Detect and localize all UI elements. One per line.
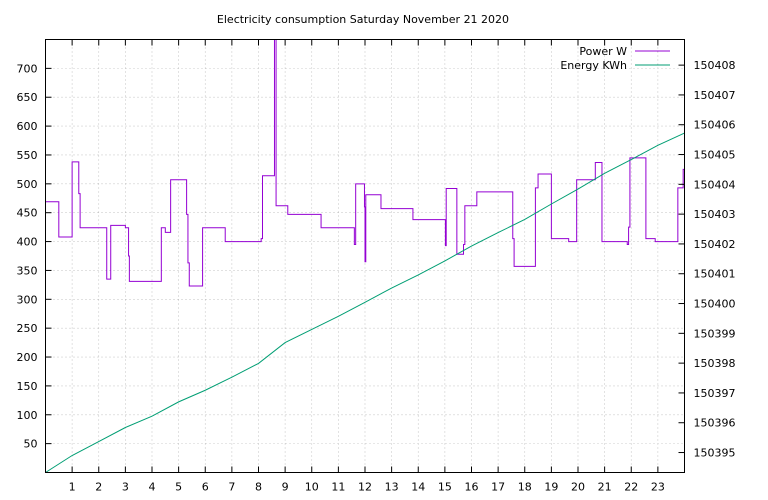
x-tick-label: 21 bbox=[598, 481, 612, 494]
x-tick-label: 19 bbox=[544, 481, 558, 494]
y-tick-label: 250 bbox=[17, 322, 38, 335]
y-tick-label: 150 bbox=[17, 380, 38, 393]
x-tick-label: 23 bbox=[651, 481, 665, 494]
y2-tick-label: 150396 bbox=[694, 417, 736, 430]
x-tick-label: 9 bbox=[282, 481, 289, 494]
y-tick-label: 650 bbox=[17, 91, 38, 104]
y2-tick-label: 150401 bbox=[694, 268, 736, 281]
x-tick-label: 22 bbox=[624, 481, 638, 494]
y-tick-label: 400 bbox=[17, 236, 38, 249]
x-tick-label: 5 bbox=[175, 481, 182, 494]
y-tick-label: 600 bbox=[17, 120, 38, 133]
power-w-series-line bbox=[45, 39, 685, 287]
energy-kwh-series-line bbox=[45, 132, 685, 473]
x-tick-label: 8 bbox=[255, 481, 262, 494]
y2-tick-label: 150407 bbox=[694, 89, 736, 102]
x-tick-label: 10 bbox=[305, 481, 319, 494]
x-tick-label: 7 bbox=[228, 481, 235, 494]
x-tick-label: 4 bbox=[149, 481, 156, 494]
grid bbox=[45, 39, 685, 473]
x-tick-label: 1 bbox=[69, 481, 76, 494]
x-tick-label: 18 bbox=[518, 481, 532, 494]
y2-tick-label: 150397 bbox=[694, 387, 736, 400]
x-tick-label: 14 bbox=[411, 481, 425, 494]
y2-tick-label: 150408 bbox=[694, 59, 736, 72]
x-tick-label: 16 bbox=[465, 481, 479, 494]
y-tick-label: 450 bbox=[17, 207, 38, 220]
x-tick-label: 20 bbox=[571, 481, 585, 494]
y-tick-label: 700 bbox=[17, 62, 38, 75]
y-tick-label: 50 bbox=[24, 438, 38, 451]
legend-label: Power W bbox=[579, 45, 627, 58]
y-tick-label: 100 bbox=[17, 409, 38, 422]
y-tick-label: 550 bbox=[17, 149, 38, 162]
x-tick-label: 6 bbox=[202, 481, 209, 494]
x-tick-label: 11 bbox=[331, 481, 345, 494]
y2-tick-label: 150398 bbox=[694, 357, 736, 370]
x-tick-label: 12 bbox=[358, 481, 372, 494]
y2-tick-label: 150399 bbox=[694, 327, 736, 340]
y2-tick-label: 150404 bbox=[694, 178, 736, 191]
x-tick-label: 3 bbox=[122, 481, 129, 494]
x-tick-label: 2 bbox=[95, 481, 102, 494]
chart-title: Electricity consumption Saturday Novembe… bbox=[217, 13, 509, 26]
y2-tick-label: 150403 bbox=[694, 208, 736, 221]
y2-tick-label: 150395 bbox=[694, 447, 736, 460]
y-tick-label: 350 bbox=[17, 264, 38, 277]
x-tick-label: 17 bbox=[491, 481, 505, 494]
y-tick-label: 300 bbox=[17, 293, 38, 306]
y2-tick-label: 150400 bbox=[694, 298, 736, 311]
ticks: 1 2 3 4 5 6 7 8 9 10 11 12 13 14 15 16 17 18 19 20 21 22 23501… bbox=[17, 39, 736, 494]
legend-label: Energy KWh bbox=[560, 59, 627, 72]
y2-tick-label: 150405 bbox=[694, 149, 736, 162]
y2-tick-label: 150406 bbox=[694, 119, 736, 132]
x-tick-label: 15 bbox=[438, 481, 452, 494]
y-tick-label: 500 bbox=[17, 178, 38, 191]
x-tick-label: 13 bbox=[385, 481, 399, 494]
y-tick-label: 200 bbox=[17, 351, 38, 364]
series-layer bbox=[45, 39, 685, 473]
y2-tick-label: 150402 bbox=[694, 238, 736, 251]
